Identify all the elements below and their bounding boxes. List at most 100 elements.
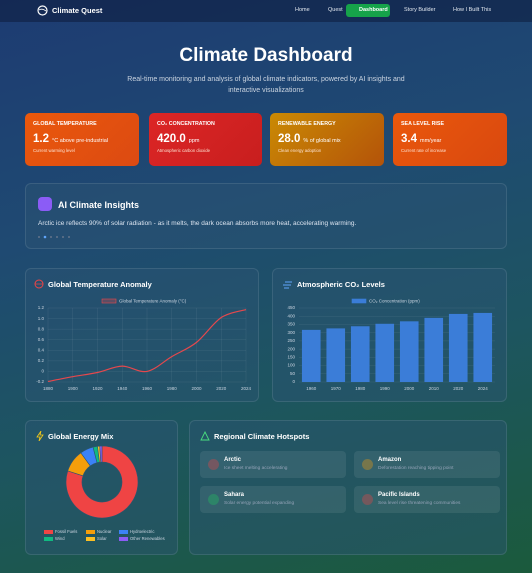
stat-card: SEA LEVEL RISE 3.4 mm/year Current rate o… — [393, 113, 507, 166]
x-tick-label: 2024 — [478, 386, 489, 391]
hotspot[interactable]: Amazon Deforestation reaching tipping poi… — [354, 451, 500, 478]
legend-swatch — [86, 530, 95, 534]
legend-label: Other Renewables — [130, 536, 165, 541]
x-tick-label: 2024 — [241, 386, 252, 391]
chart-title: Global Temperature Anomaly — [48, 280, 152, 289]
hotspot[interactable]: Sahara Solar energy potential expanding — [200, 486, 346, 513]
card-note: Clean energy adoption — [278, 148, 322, 153]
bar — [301, 329, 321, 382]
legend-swatch — [86, 537, 95, 541]
hotspot-icon — [362, 459, 373, 470]
chart-panel: Global Temperature Anomaly — [25, 268, 259, 402]
card-note: Current rate of increase — [401, 148, 447, 153]
stat-card: RENEWABLE ENERGY 28.0% of global mix Cle… — [270, 113, 384, 166]
card-label: GLOBAL TEMPERATURE — [33, 121, 97, 127]
bar — [399, 321, 419, 382]
card-value-row: 420.0 ppm — [157, 133, 254, 145]
x-tick-label: 1970 — [331, 386, 342, 391]
x-tick-label: 2000 — [404, 386, 415, 391]
bar — [448, 313, 468, 382]
brand[interactable]: Climate Quest — [52, 6, 103, 15]
bar — [473, 312, 493, 382]
legend-label: Global Temperature Anomaly (°C) — [119, 299, 187, 304]
hero-subtitle: Real-time monitoring and analysis of glo… — [127, 76, 405, 94]
legend-swatch — [101, 298, 117, 304]
carousel-dots[interactable] — [36, 234, 76, 240]
x-tick-label: 2000 — [191, 386, 202, 391]
stat-card: CO₂ CONCENTRATION 420.0 ppm Atmospheric c… — [149, 113, 262, 166]
insight-text: Arctic ice reflects 90% of solar radiati… — [38, 220, 357, 227]
y-tick-label: 1.0 — [38, 316, 45, 321]
slice — [65, 445, 139, 519]
cloud-icon — [283, 281, 292, 289]
insight-panel: AI Climate Insights Arctic ice reflects … — [25, 183, 507, 249]
hotspot-name: Amazon — [378, 457, 402, 463]
insight-title: AI Climate Insights — [58, 200, 140, 210]
bar — [375, 323, 395, 382]
nav-active[interactable] — [346, 4, 390, 17]
nav-link[interactable]: Quest — [328, 7, 343, 13]
y-tick-label: 450 — [287, 305, 295, 310]
y-tick-label: 400 — [287, 313, 295, 318]
card-value: 28.0 — [278, 133, 301, 145]
hotspot-name: Sahara — [224, 492, 245, 498]
x-tick-label: 1960 — [306, 386, 317, 391]
card-value: 1.2 — [33, 133, 49, 145]
legend-swatch — [44, 530, 53, 534]
chart-title: Global Energy Mix — [48, 432, 114, 441]
alert-icon — [200, 431, 210, 441]
legend-swatch — [119, 530, 128, 534]
nav-link[interactable]: Home — [295, 7, 310, 13]
hotspot-icon — [208, 459, 219, 470]
card-label: CO₂ CONCENTRATION — [157, 121, 215, 127]
legend-label: Solar — [97, 536, 107, 541]
stat-card: GLOBAL TEMPERATURE 1.2 °C above pre-indus… — [25, 113, 139, 166]
y-tick-label: 150 — [287, 355, 295, 360]
bar — [424, 317, 444, 382]
x-tick-label: 1880 — [43, 386, 54, 391]
bar — [326, 328, 346, 382]
y-tick-label: 100 — [287, 363, 295, 368]
legend-swatch — [44, 537, 53, 541]
x-tick-label: 1990 — [380, 386, 391, 391]
x-tick-label: 1980 — [355, 386, 366, 391]
legend-label: CO₂ Concentration (ppm) — [369, 299, 420, 304]
card-value: 420.0 — [157, 133, 186, 145]
hotspot[interactable]: Arctic Ice sheet melting accelerating — [200, 451, 346, 478]
x-tick-label: 2010 — [429, 386, 440, 391]
y-tick-label: 350 — [287, 322, 295, 327]
nav-link[interactable]: Story Builder — [404, 7, 436, 13]
legend-label: Wind — [55, 536, 65, 541]
x-tick-label: 1900 — [68, 386, 79, 391]
card-unit: ppm — [188, 138, 200, 144]
nav-link[interactable]: How I Built This — [453, 7, 492, 13]
bolt-icon — [36, 431, 44, 441]
card-value-row: 28.0% of global mix — [278, 133, 376, 145]
y-tick-label: 0.4 — [38, 347, 45, 352]
card-label: SEA LEVEL RISE — [401, 121, 444, 127]
card-note: Atmospheric carbon dioxide — [157, 148, 211, 153]
line-chart: -0.2 0 0.2 0.4 0.6 0.8 1.0 1.2 Global Temperatur… — [36, 298, 252, 392]
x-tick-label: 1940 — [117, 386, 128, 391]
y-tick-label: 50 — [290, 371, 296, 376]
logo-icon — [37, 5, 48, 16]
card-value: 3.4 — [401, 133, 417, 145]
card-label: RENEWABLE ENERGY — [278, 121, 336, 127]
hotspot-panel: Regional Climate Hotspots Arctic Ice shee… — [189, 420, 507, 555]
x-tick-label: 1920 — [92, 386, 103, 391]
hotspot[interactable]: Pacific Islands Sea level rise threatenin… — [354, 486, 500, 513]
hotspot-desc: Deforestation reaching tipping point — [378, 466, 454, 471]
nav-link[interactable]: Dashboard — [359, 7, 388, 13]
card-unit: mm/year — [420, 138, 442, 144]
nav-bar: Climate Quest Home Quest Dashboard Story… — [0, 0, 532, 22]
y-tick-label: 0 — [41, 369, 44, 374]
panel-title: Regional Climate Hotspots — [214, 432, 310, 441]
x-tick-label: 1980 — [167, 386, 178, 391]
slice — [99, 445, 103, 463]
globe-icon — [34, 279, 44, 289]
y-tick-label: 300 — [287, 330, 295, 335]
y-tick-label: 0.2 — [38, 358, 45, 363]
legend-label: Fossil Fuels — [55, 529, 77, 534]
x-tick-label: 2020 — [453, 386, 464, 391]
